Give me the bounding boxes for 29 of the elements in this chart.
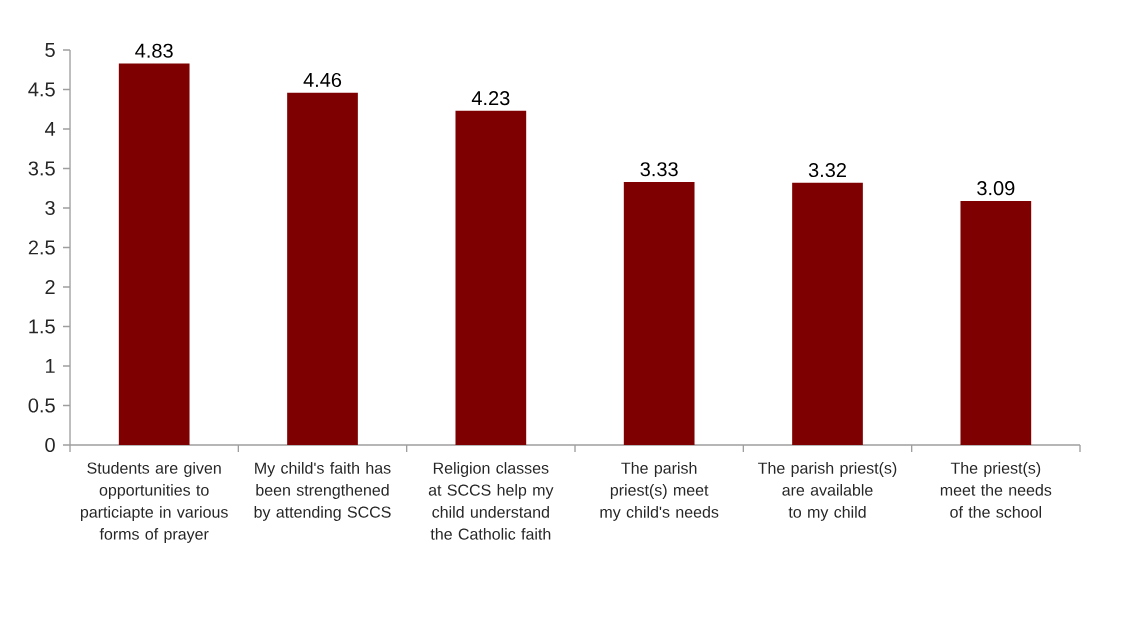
y-tick-label: 1 [46, 359, 55, 373]
data-label: 3.09 [977, 181, 1015, 196]
x-tick-label: The parish priest(s) are available to my child [758, 462, 897, 521]
x-tick-label: Religion classes at SCCS help my child understand the Catholic faith [428, 462, 554, 540]
y-tick-label: 4.5 [28, 82, 55, 97]
y-tick-label: 1.5 [29, 319, 55, 334]
data-label: 4.83 [135, 43, 173, 58]
data-label: 4.23 [471, 91, 510, 106]
y-tick-label: 2.5 [28, 240, 55, 255]
y-tick-label: 4 [44, 122, 56, 136]
bar [792, 182, 863, 445]
x-tick-label: Students are given opportunities to particiapte in various forms of prayer [80, 462, 228, 543]
x-tick-label: The parish priest(s) meet my child's needs [600, 462, 719, 521]
y-tick-label: 2 [45, 280, 55, 294]
x-tick-label: The priest(s) meet the needs of the school [940, 462, 1052, 518]
y-tick-label: 0 [45, 437, 55, 453]
data-label: 4.46 [303, 72, 342, 88]
bar [455, 110, 527, 445]
bar [287, 92, 358, 445]
y-tick-label: 3.5 [28, 161, 55, 176]
bar [623, 181, 695, 445]
bar [118, 63, 190, 445]
y-tick-label: 3 [45, 200, 55, 216]
bar [960, 200, 1032, 445]
y-tick-label: 5 [45, 43, 55, 57]
x-tick-label: My child's faith has been strengthened by attending SCCS [254, 462, 391, 521]
data-label: 3.33 [640, 162, 678, 177]
y-tick-label: 0.5 [28, 398, 55, 413]
data-label: 3.32 [808, 162, 846, 178]
